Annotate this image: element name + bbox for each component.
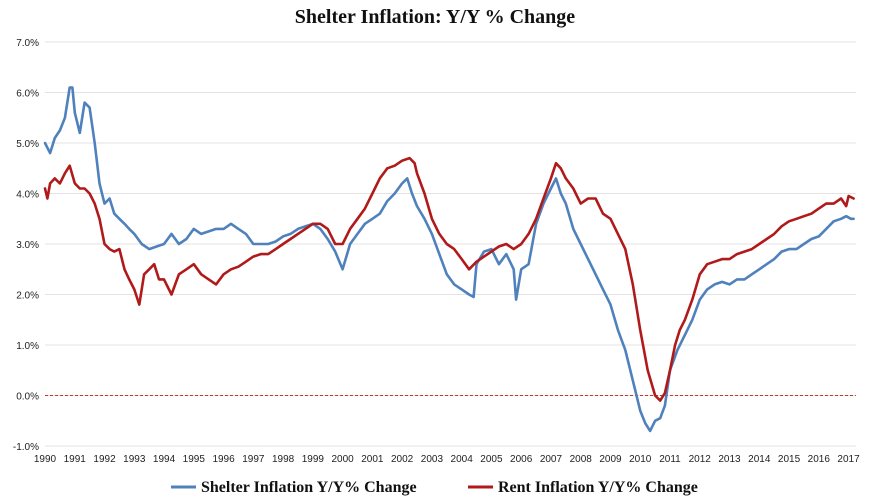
x-tick-label: 1993 (123, 454, 146, 465)
x-tick-label: 1998 (272, 454, 295, 465)
y-tick-label: 1.0% (16, 341, 39, 352)
y-tick-label: 7.0% (16, 38, 39, 49)
y-tick-label: 4.0% (16, 190, 39, 201)
x-tick-label: 2006 (510, 454, 533, 465)
x-tick-label: 1999 (302, 454, 325, 465)
x-tick-label: 2005 (480, 454, 503, 465)
y-tick-label: 3.0% (16, 240, 39, 251)
x-tick-label: 1992 (93, 454, 116, 465)
x-tick-label: 2011 (659, 454, 681, 465)
chart-title: Shelter Inflation: Y/Y % Change (295, 6, 576, 28)
series-layer (43, 86, 855, 433)
x-tick-label: 1994 (153, 454, 176, 465)
x-tick-label: 1997 (242, 454, 265, 465)
y-tick-label: 0.0% (16, 392, 39, 403)
legend-label-shelter: Shelter Inflation Y/Y% Change (201, 479, 417, 496)
x-tick-label: 2015 (778, 454, 801, 465)
x-tick-label: 2013 (718, 454, 741, 465)
x-tick-label: 2010 (629, 454, 652, 465)
x-tick-label: 2017 (837, 454, 860, 465)
x-tick-label: 2009 (599, 454, 622, 465)
x-tick-label: 2000 (331, 454, 354, 465)
y-tick-label: 6.0% (16, 89, 39, 100)
x-tick-label: 2002 (391, 454, 414, 465)
y-tick-label: -1.0% (13, 442, 39, 453)
legend-label-rent: Rent Inflation Y/Y% Change (498, 479, 698, 496)
x-tick-label: 1990 (34, 454, 57, 465)
x-tick-label: 1996 (212, 454, 235, 465)
x-tick-label: 2008 (570, 454, 593, 465)
x-tick-label: 2001 (361, 454, 384, 465)
x-tick-label: 1991 (64, 454, 87, 465)
x-tick-label: 2007 (540, 454, 563, 465)
series-line-rent (43, 156, 855, 402)
x-axis-ticks: 1990 1991 1992 1993 1994 1995 1996 1997 1998 1999… (34, 454, 860, 465)
series-line-shelter (43, 86, 855, 433)
x-tick-label: 2004 (451, 454, 474, 465)
grid-layer (45, 41, 856, 447)
legend-item-rent: Rent Inflation Y/Y% Change (468, 479, 698, 496)
y-axis-ticks: 7.0% 6.0% 5.0% 4.0% 3.0% 2.0% 1.0% 0.0% -1.0% (13, 38, 39, 453)
x-tick-label: 2012 (689, 454, 712, 465)
y-tick-label: 5.0% (16, 139, 39, 150)
legend: Shelter Inflation Y/Y% Change Rent Infla… (171, 479, 698, 496)
x-tick-label: 2016 (808, 454, 831, 465)
x-tick-label: 2003 (421, 454, 444, 465)
y-tick-label: 2.0% (16, 291, 39, 302)
x-tick-label: 1995 (183, 454, 206, 465)
x-tick-label: 2014 (748, 454, 771, 465)
legend-item-shelter: Shelter Inflation Y/Y% Change (171, 479, 417, 496)
